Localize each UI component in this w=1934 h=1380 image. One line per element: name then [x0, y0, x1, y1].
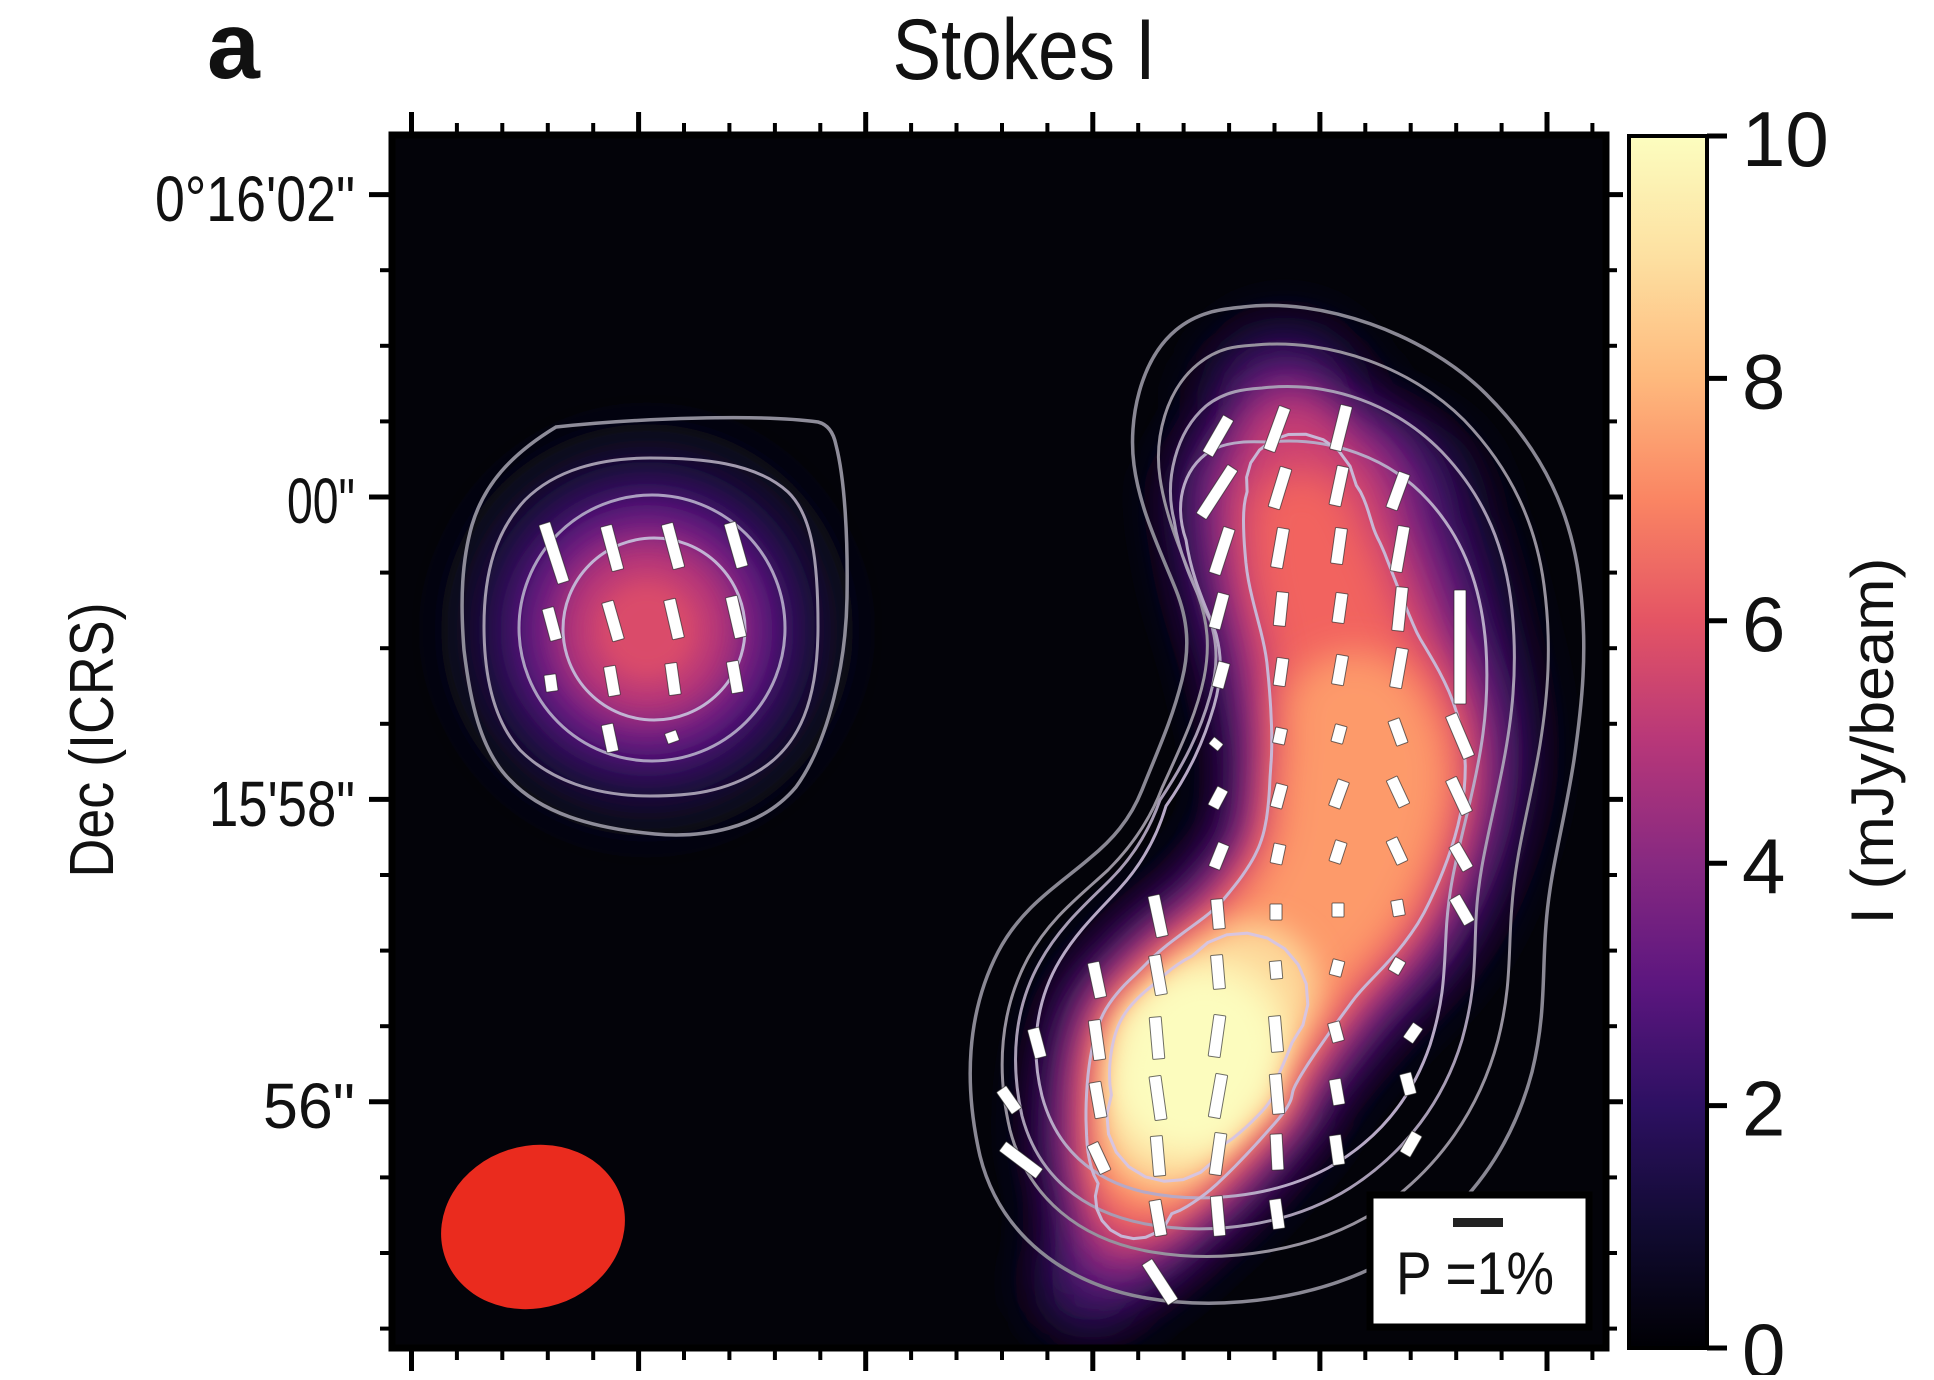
- svg-text:a: a: [207, 0, 261, 99]
- svg-text:6: 6: [1742, 580, 1785, 668]
- svg-text:2: 2: [1742, 1065, 1785, 1153]
- svg-text:P =1%: P =1%: [1396, 1240, 1554, 1307]
- svg-text:56": 56": [263, 1070, 355, 1142]
- svg-text:4: 4: [1742, 822, 1785, 910]
- svg-text:0°16'02": 0°16'02": [155, 163, 355, 235]
- svg-text:8: 8: [1742, 337, 1785, 425]
- svg-text:00": 00": [287, 465, 355, 537]
- svg-text:Dec (ICRS): Dec (ICRS): [58, 603, 127, 878]
- svg-text:I (mJy/beam): I (mJy/beam): [1839, 558, 1906, 925]
- svg-text:0: 0: [1742, 1307, 1785, 1375]
- svg-text:10: 10: [1742, 95, 1829, 183]
- svg-text:Stokes I: Stokes I: [893, 2, 1156, 98]
- svg-text:15'58": 15'58": [209, 768, 355, 840]
